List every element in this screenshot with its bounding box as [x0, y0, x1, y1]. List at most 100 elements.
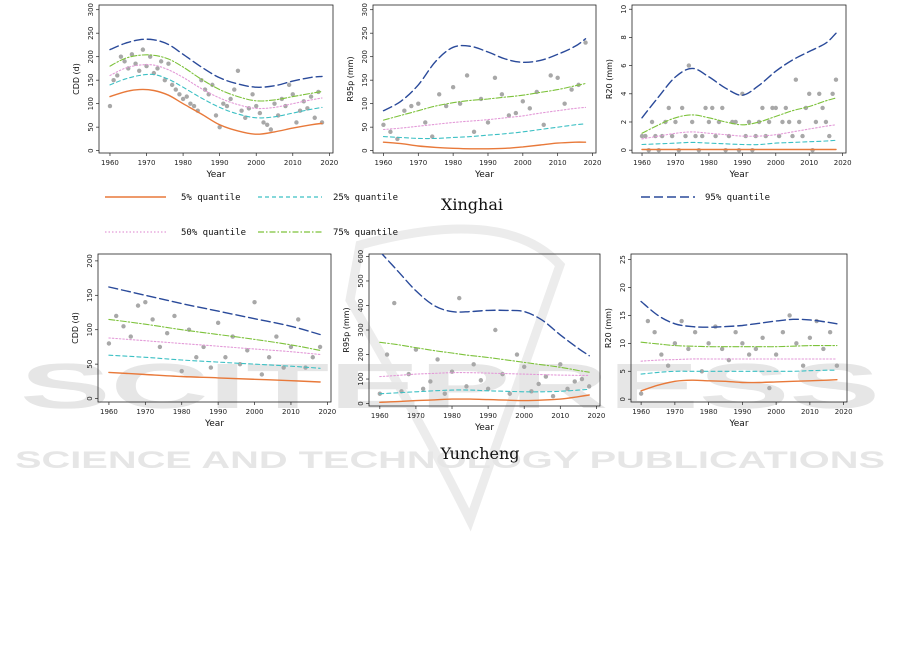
- quantile-lines: [382, 38, 587, 150]
- data-point: [807, 91, 812, 97]
- data-point: [683, 133, 688, 139]
- y-tick-label: 20: [619, 283, 627, 292]
- data-point: [301, 99, 306, 104]
- x-tick-label: 1970: [667, 159, 685, 167]
- series-line-25: [108, 354, 321, 369]
- x-tick-label: 2010: [551, 412, 569, 420]
- data-point: [173, 87, 178, 92]
- data-point: [261, 120, 266, 125]
- series-line-5: [640, 379, 838, 392]
- data-point: [700, 133, 705, 139]
- data-point: [659, 352, 664, 357]
- data-point: [150, 317, 155, 322]
- station-title-xinghai: Xinghai: [441, 195, 503, 214]
- y-tick-label: 5: [619, 369, 627, 373]
- data-point: [780, 119, 785, 125]
- data-point: [638, 391, 644, 396]
- y-tick-label: 300: [357, 323, 365, 336]
- x-tick-label: 1990: [733, 159, 751, 167]
- data-point: [435, 357, 440, 362]
- x-tick-label: 2010: [801, 408, 819, 416]
- x-axis-label: Year: [728, 419, 748, 429]
- data-point: [478, 96, 484, 102]
- legend: 5% quantile 25% quantile 95% quantile 50…: [105, 193, 770, 238]
- data-point: [239, 108, 244, 113]
- data-point: [499, 92, 505, 97]
- x-tick-label: 2020: [584, 159, 602, 167]
- y-tick-label: 10: [620, 5, 628, 14]
- y-tick-label: 0: [357, 401, 365, 405]
- data-point: [184, 94, 189, 99]
- x-tick-label: 2000: [767, 408, 785, 416]
- x-tick-label: 1970: [407, 412, 425, 420]
- scatter-points: [638, 313, 840, 396]
- watermark: SCITEPRESS SCIENCE AND TECHNOLOGY PUBLIC…: [15, 224, 885, 532]
- x-tick-label: 1980: [174, 159, 192, 167]
- plot-frame: [98, 4, 334, 154]
- data-point: [760, 335, 765, 340]
- data-point: [746, 119, 752, 125]
- legend-item-50: 50% quantile: [105, 228, 246, 238]
- legend-label-75: 75% quantile: [333, 228, 398, 238]
- x-tick-label: 2020: [587, 412, 605, 420]
- data-point: [201, 344, 206, 350]
- y-tick-label: 4: [620, 91, 628, 96]
- y-tick-label: 500: [357, 274, 365, 287]
- x-tick-label: 2000: [514, 159, 532, 167]
- data-point: [310, 355, 315, 360]
- x-tick-label: 1960: [633, 159, 651, 167]
- data-point: [135, 303, 141, 308]
- data-point: [710, 105, 715, 111]
- data-point: [506, 113, 512, 118]
- y-tick-label: 100: [361, 97, 369, 110]
- data-point: [164, 330, 170, 336]
- scatter-points: [381, 40, 588, 142]
- legend-item-95: 95% quantile: [641, 193, 770, 203]
- data-point: [820, 105, 825, 111]
- x-tick-label: 2010: [800, 159, 818, 167]
- x-tick-label: 1970: [138, 159, 156, 167]
- x-tick-label: 1960: [101, 159, 119, 167]
- x-tick-label: 1970: [409, 159, 427, 167]
- data-point: [208, 365, 214, 370]
- y-tick-label: 50: [87, 123, 95, 132]
- series-line-50: [379, 372, 590, 378]
- data-point: [558, 362, 563, 367]
- data-point: [199, 77, 204, 83]
- data-point: [703, 105, 708, 111]
- y-tick-label: 0: [619, 397, 627, 401]
- data-point: [555, 75, 560, 81]
- station-title-yuncheng: Yuncheng: [439, 444, 519, 463]
- x-axis-label: Year: [474, 170, 494, 180]
- data-point: [179, 368, 184, 374]
- data-point: [500, 371, 505, 377]
- x-tick-label: 2000: [247, 159, 265, 167]
- quantile-lines: [108, 286, 321, 383]
- y-tick-label: 0: [620, 148, 628, 152]
- data-point: [221, 101, 226, 106]
- data-point: [679, 318, 684, 324]
- data-point: [143, 299, 148, 305]
- x-tick-label: 2020: [320, 159, 338, 167]
- data-point: [114, 313, 119, 319]
- data-point: [645, 318, 651, 324]
- legend-item-75: 75% quantile: [258, 228, 398, 238]
- data-point: [800, 133, 805, 139]
- data-point: [147, 54, 153, 59]
- data-point: [129, 52, 135, 57]
- plot-frame: [372, 4, 597, 154]
- y-tick-label: 100: [86, 323, 94, 336]
- data-point: [388, 129, 393, 135]
- y-tick-label: 300: [87, 3, 95, 16]
- data-point: [162, 77, 168, 83]
- data-point: [669, 133, 675, 139]
- data-point: [268, 127, 274, 132]
- data-point: [296, 317, 301, 322]
- data-point: [471, 362, 476, 367]
- scatter-points: [377, 295, 592, 399]
- series-line-95: [641, 32, 837, 119]
- data-point: [807, 335, 813, 340]
- data-point: [290, 92, 295, 97]
- scatter-points: [639, 63, 839, 153]
- y-tick-label: 2: [620, 120, 628, 124]
